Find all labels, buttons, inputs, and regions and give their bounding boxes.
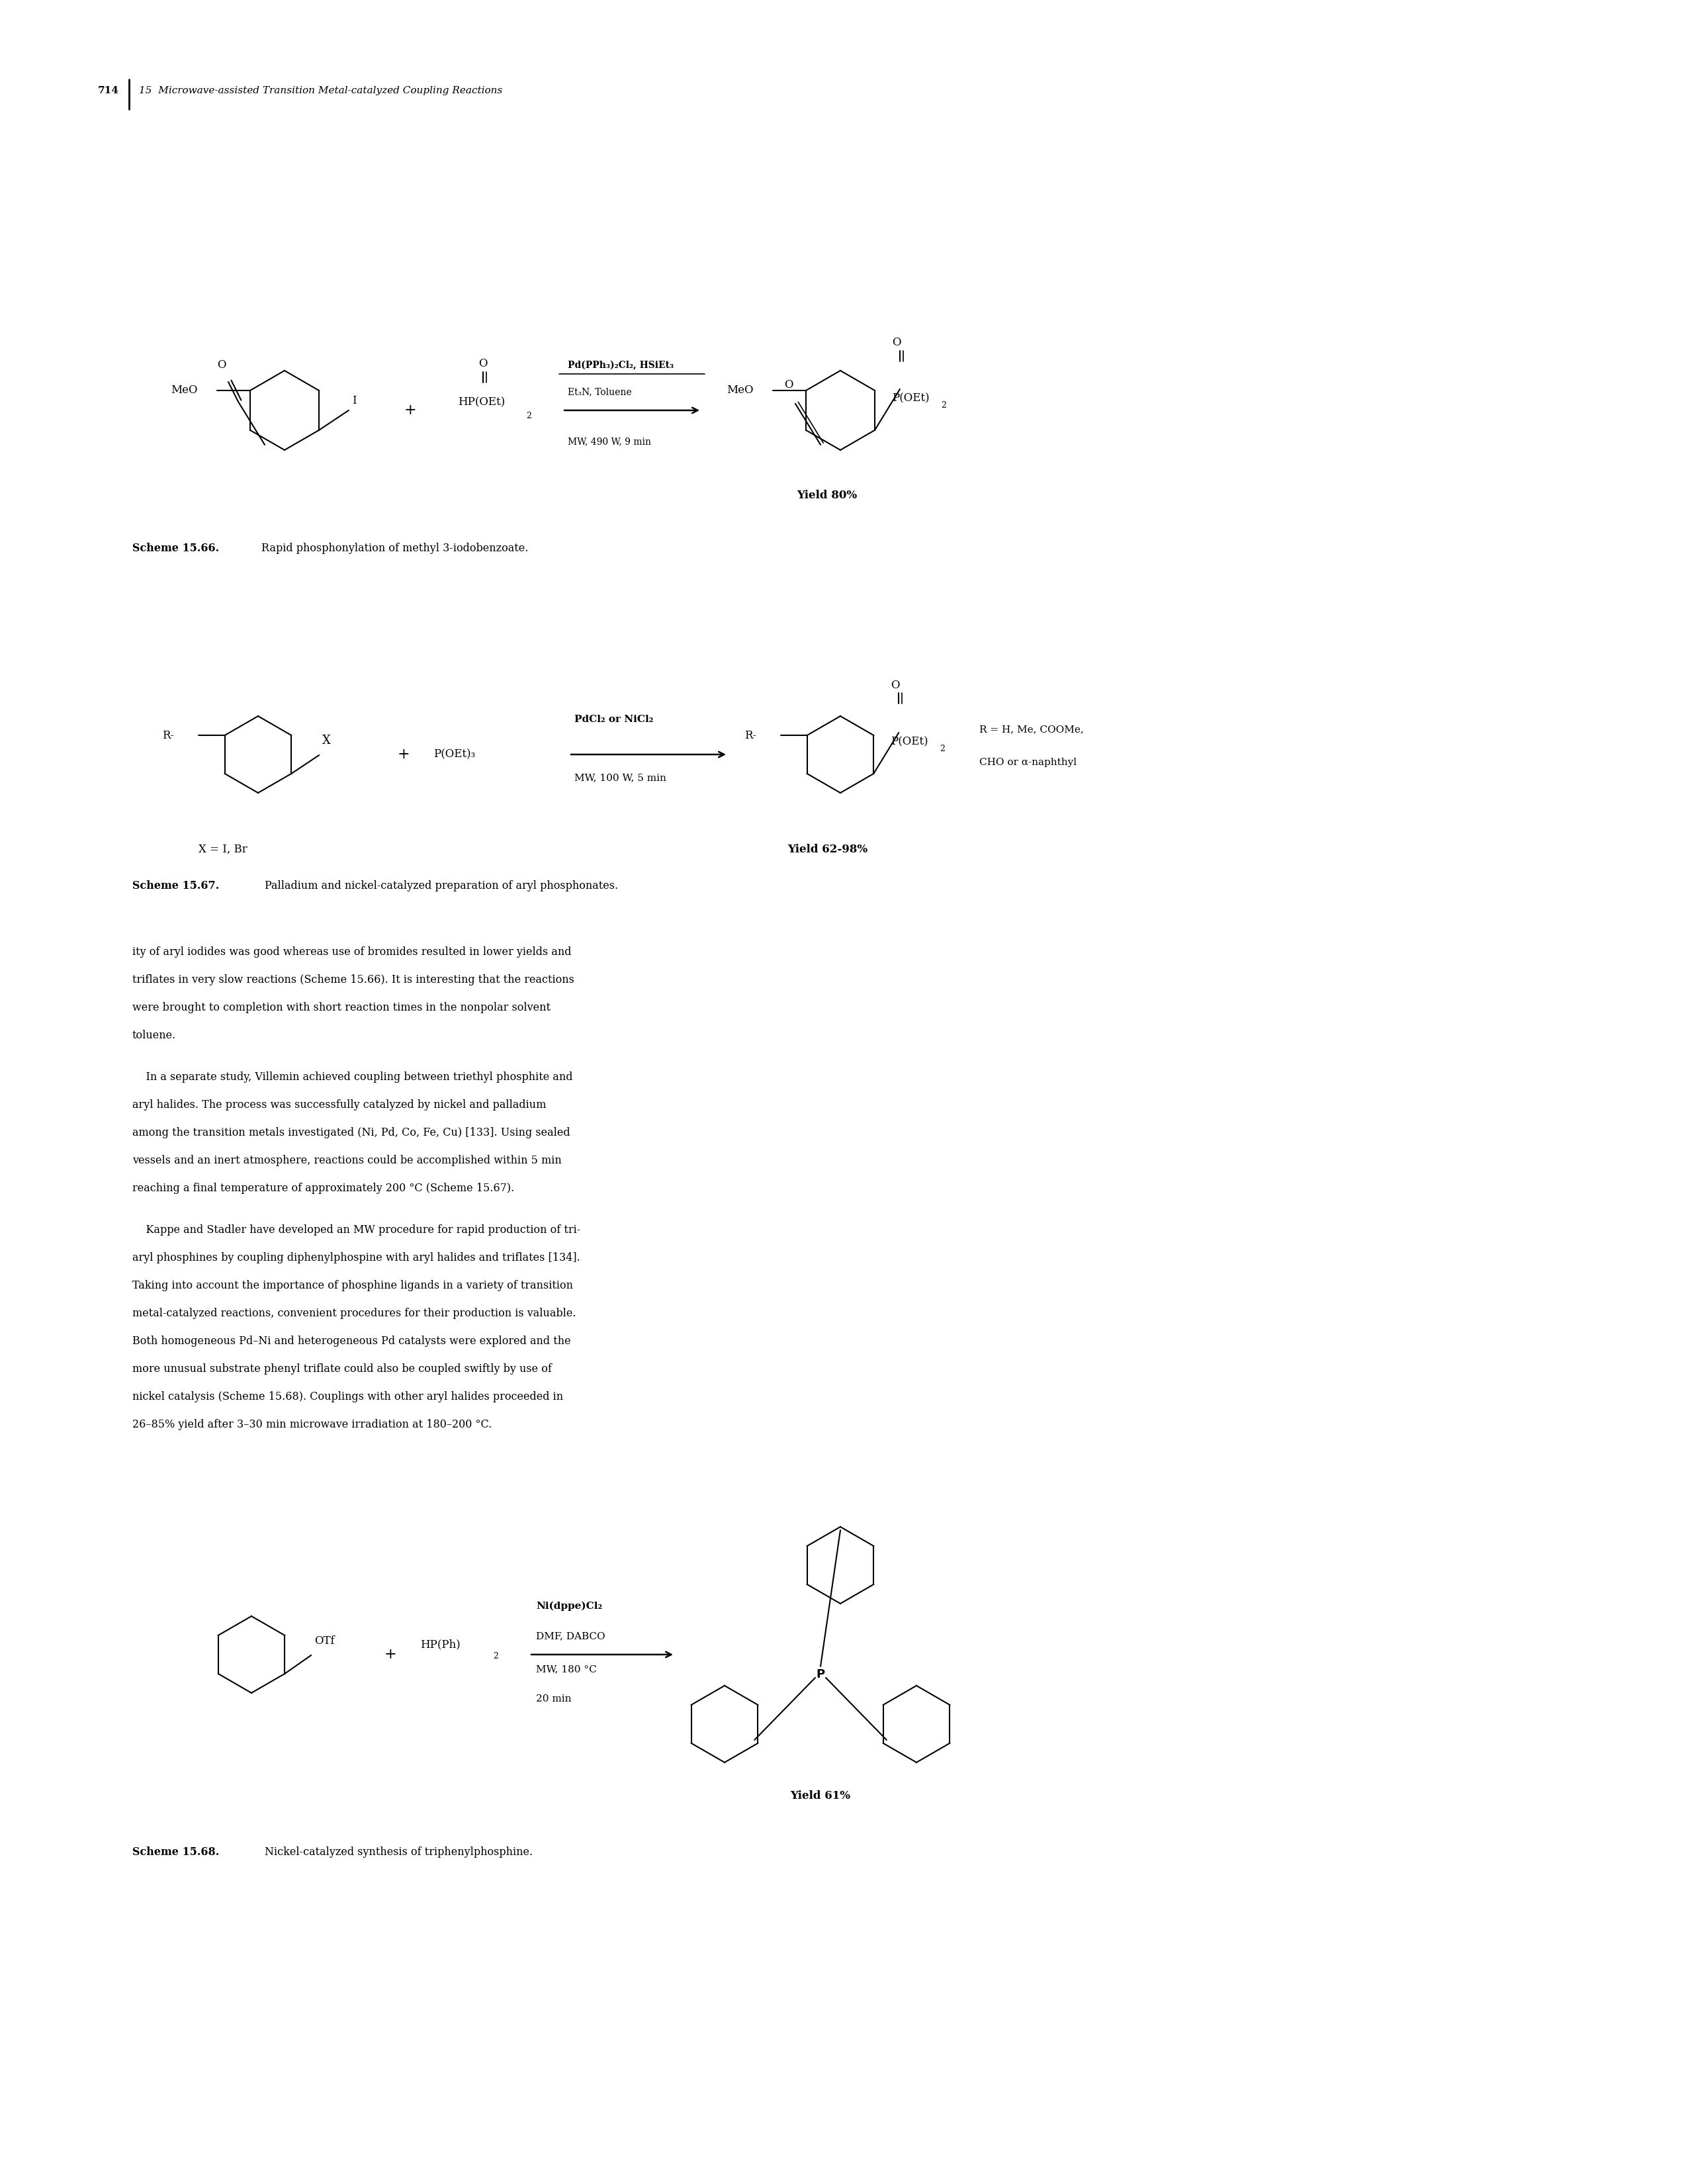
- Text: R-: R-: [744, 729, 756, 740]
- Text: Scheme 15.67.: Scheme 15.67.: [132, 880, 219, 891]
- Text: 20 min: 20 min: [537, 1695, 571, 1704]
- Text: 2: 2: [940, 402, 947, 411]
- Text: PdCl₂ or NiCl₂: PdCl₂ or NiCl₂: [574, 714, 653, 725]
- Text: Nickel-catalyzed synthesis of triphenylphosphine.: Nickel-catalyzed synthesis of triphenylp…: [265, 1845, 533, 1859]
- Text: nickel catalysis (Scheme 15.68). Couplings with other aryl halides proceeded in: nickel catalysis (Scheme 15.68). Couplin…: [132, 1391, 564, 1402]
- Text: among the transition metals investigated (Ni, Pd, Co, Fe, Cu) [133]. Using seale: among the transition metals investigated…: [132, 1127, 571, 1138]
- Text: X = I, Br: X = I, Br: [199, 843, 248, 856]
- Text: aryl halides. The process was successfully catalyzed by nickel and palladium: aryl halides. The process was successful…: [132, 1099, 547, 1109]
- Text: toluene.: toluene.: [132, 1031, 176, 1042]
- Text: Kappe and Stadler have developed an MW procedure for rapid production of tri-: Kappe and Stadler have developed an MW p…: [132, 1225, 581, 1236]
- Text: Scheme 15.68.: Scheme 15.68.: [132, 1845, 219, 1859]
- Text: metal-catalyzed reactions, convenient procedures for their production is valuabl: metal-catalyzed reactions, convenient pr…: [132, 1308, 576, 1319]
- Text: MeO: MeO: [726, 384, 753, 395]
- Text: O: O: [479, 358, 488, 369]
- Text: DMF, DABCO: DMF, DABCO: [537, 1631, 606, 1640]
- Text: Taking into account the importance of phosphine ligands in a variety of transiti: Taking into account the importance of ph…: [132, 1280, 572, 1291]
- Text: +: +: [385, 1647, 397, 1662]
- Text: Pd(PPh₃)₂Cl₂, HSiEt₃: Pd(PPh₃)₂Cl₂, HSiEt₃: [567, 360, 674, 369]
- Text: MW, 490 W, 9 min: MW, 490 W, 9 min: [567, 437, 652, 446]
- Text: Yield 80%: Yield 80%: [797, 489, 858, 500]
- Text: 714: 714: [98, 85, 120, 96]
- Text: Rapid phosphonylation of methyl 3-iodobenzoate.: Rapid phosphonylation of methyl 3-iodobe…: [262, 542, 528, 555]
- Text: Yield 62-98%: Yield 62-98%: [787, 843, 868, 856]
- Text: P(OEt): P(OEt): [891, 736, 928, 747]
- Text: Yield 61%: Yield 61%: [790, 1791, 851, 1802]
- Text: were brought to completion with short reaction times in the nonpolar solvent: were brought to completion with short re…: [132, 1002, 550, 1013]
- Text: Both homogeneous Pd–Ni and heterogeneous Pd catalysts were explored and the: Both homogeneous Pd–Ni and heterogeneous…: [132, 1337, 571, 1348]
- Text: Et₃N, Toluene: Et₃N, Toluene: [567, 387, 631, 397]
- Text: OTf: OTf: [314, 1636, 334, 1647]
- Text: CHO or α-naphthyl: CHO or α-naphthyl: [979, 758, 1077, 767]
- Text: O: O: [893, 336, 901, 349]
- Text: aryl phosphines by coupling diphenylphospine with aryl halides and triflates [13: aryl phosphines by coupling diphenylphos…: [132, 1251, 581, 1262]
- Text: In a separate study, Villemin achieved coupling between triethyl phosphite and: In a separate study, Villemin achieved c…: [132, 1072, 572, 1083]
- Text: Ni(dppe)Cl₂: Ni(dppe)Cl₂: [537, 1601, 603, 1612]
- Text: vessels and an inert atmosphere, reactions could be accomplished within 5 min: vessels and an inert atmosphere, reactio…: [132, 1155, 562, 1166]
- Text: more unusual substrate phenyl triflate could also be coupled swiftly by use of: more unusual substrate phenyl triflate c…: [132, 1363, 552, 1374]
- Text: 2: 2: [493, 1651, 498, 1660]
- Text: triflates in very slow reactions (Scheme 15.66). It is interesting that the reac: triflates in very slow reactions (Scheme…: [132, 974, 574, 985]
- Text: 26–85% yield after 3–30 min microwave irradiation at 180–200 °C.: 26–85% yield after 3–30 min microwave ir…: [132, 1420, 491, 1431]
- Text: Scheme 15.66.: Scheme 15.66.: [132, 542, 219, 555]
- Text: P: P: [817, 1669, 825, 1679]
- Text: HP(OEt): HP(OEt): [457, 397, 505, 408]
- Text: ity of aryl iodides was good whereas use of bromides resulted in lower yields an: ity of aryl iodides was good whereas use…: [132, 946, 571, 957]
- Text: MeO: MeO: [170, 384, 197, 395]
- Text: P(OEt)₃: P(OEt)₃: [434, 749, 476, 760]
- Text: MW, 100 W, 5 min: MW, 100 W, 5 min: [574, 773, 667, 782]
- Text: P(OEt): P(OEt): [891, 393, 930, 404]
- Text: 2: 2: [940, 745, 945, 753]
- Text: Palladium and nickel-catalyzed preparation of aryl phosphonates.: Palladium and nickel-catalyzed preparati…: [265, 880, 618, 891]
- Text: O: O: [785, 380, 793, 391]
- Text: 15  Microwave-assisted Transition Metal-catalyzed Coupling Reactions: 15 Microwave-assisted Transition Metal-c…: [138, 85, 503, 96]
- Text: +: +: [397, 747, 410, 762]
- Text: R-: R-: [162, 729, 174, 740]
- Text: R = H, Me, COOMe,: R = H, Me, COOMe,: [979, 725, 1084, 734]
- Text: 2: 2: [527, 411, 532, 419]
- Text: O: O: [218, 360, 226, 371]
- Text: X: X: [322, 734, 331, 747]
- Text: I: I: [353, 395, 356, 406]
- Text: +: +: [403, 404, 417, 417]
- Text: HP(Ph): HP(Ph): [420, 1638, 461, 1651]
- Text: reaching a final temperature of approximately 200 °C (Scheme 15.67).: reaching a final temperature of approxim…: [132, 1184, 515, 1195]
- Text: O: O: [891, 679, 900, 690]
- Text: MW, 180 °C: MW, 180 °C: [537, 1664, 596, 1673]
